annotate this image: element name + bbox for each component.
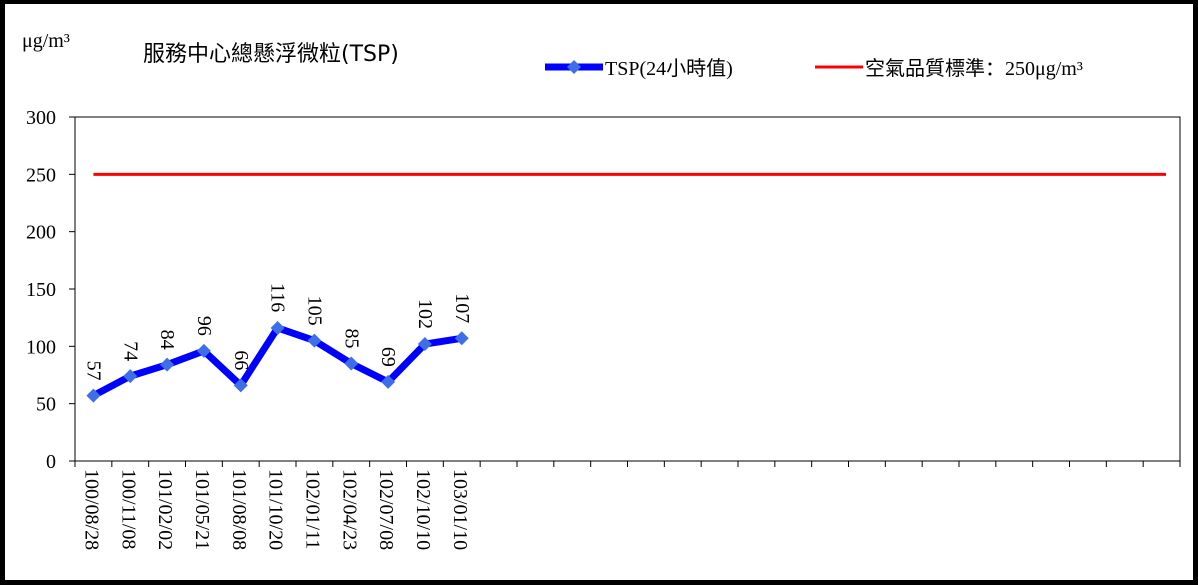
data-point	[454, 331, 469, 346]
data-label: 74	[119, 341, 141, 361]
x-tick-label: 103/01/10	[449, 469, 471, 550]
data-label: 69	[377, 347, 399, 367]
y-tick-label: 150	[26, 279, 56, 301]
data-label: 96	[193, 316, 215, 336]
y-tick-label: 100	[26, 336, 56, 358]
x-tick-label: 101/08/08	[228, 469, 250, 550]
chart-title: 服務中心總懸浮微粒(TSP)	[143, 42, 399, 67]
x-tick-label: 100/08/28	[80, 469, 102, 550]
x-tick-label: 100/11/08	[117, 469, 139, 549]
data-label: 105	[303, 296, 325, 326]
data-point	[270, 320, 285, 335]
data-label: 116	[267, 283, 289, 312]
plot-area	[74, 116, 1181, 462]
legend-item-tsp: TSP(24小時值)	[543, 52, 733, 81]
y-tick-label: 250	[26, 164, 56, 186]
legend-swatch-standard	[815, 65, 863, 68]
data-label: 57	[82, 361, 104, 381]
x-tick-label: 101/02/02	[154, 469, 176, 550]
y-tick-label: 50	[36, 394, 56, 416]
x-tick-label: 102/01/11	[301, 469, 323, 549]
x-tick-label: 101/10/20	[265, 469, 287, 550]
y-tick-label: 300	[26, 107, 56, 129]
data-label: 107	[451, 293, 473, 323]
y-tick-label: 200	[26, 222, 56, 244]
legend-label-tsp: TSP(24小時值)	[605, 58, 733, 80]
y-tick-label: 0	[46, 451, 56, 473]
x-tick-label: 102/07/08	[375, 469, 397, 550]
legend-label-standard: 空氣品質標準：250μg/m³	[865, 58, 1083, 80]
x-tick-label: 102/10/10	[412, 469, 434, 550]
series-line-tsp	[91, 324, 463, 399]
x-tick-label: 101/05/21	[191, 469, 213, 550]
data-point	[307, 333, 322, 348]
data-point	[344, 356, 359, 371]
data-point	[160, 357, 175, 372]
data-point	[381, 374, 396, 389]
y-axis-unit-label: μg/m³	[22, 30, 70, 52]
data-label: 84	[156, 330, 178, 350]
data-point	[233, 378, 248, 393]
data-point	[123, 369, 138, 384]
data-label: 66	[230, 350, 252, 370]
x-tick-label: 102/04/23	[338, 469, 360, 550]
data-point	[417, 337, 432, 352]
legend-item-standard: 空氣品質標準：250μg/m³	[813, 52, 1083, 81]
data-label: 102	[414, 299, 436, 329]
data-label: 85	[340, 329, 362, 349]
data-point	[86, 388, 101, 403]
legend-swatch-tsp	[545, 59, 603, 74]
data-point	[196, 343, 211, 358]
